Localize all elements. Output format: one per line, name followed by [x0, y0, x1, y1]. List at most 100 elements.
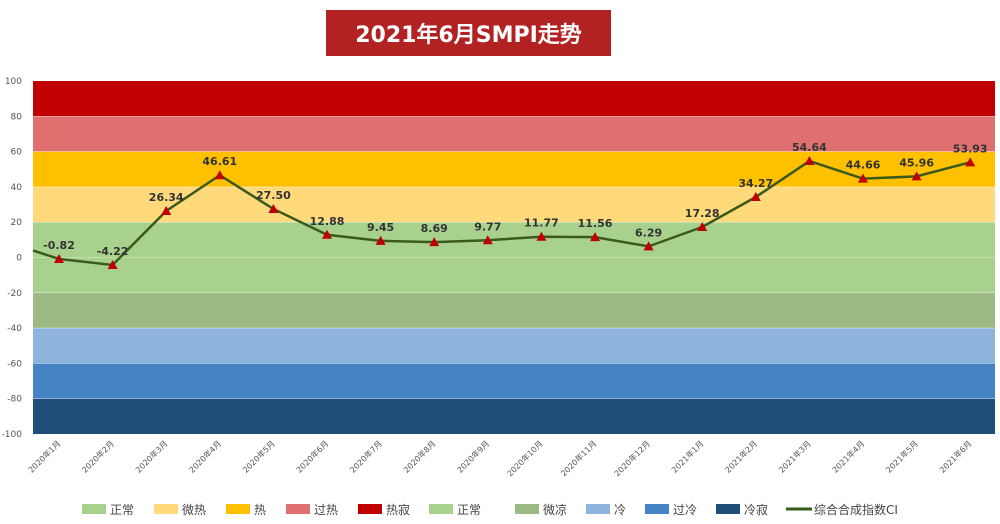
band-过冷: [33, 363, 995, 399]
x-tick-label: 2020年5月: [240, 438, 276, 474]
y-tick-label: 40: [11, 183, 23, 193]
x-tick-label: 2021年5月: [884, 438, 920, 474]
data-point: [643, 241, 654, 251]
legend-swatch: [154, 504, 178, 514]
legend-label: 综合合成指数CI: [814, 502, 898, 517]
x-tick-label: 2020年1月: [26, 438, 62, 474]
x-tick-label: 2020年9月: [455, 438, 491, 474]
band-正常: [33, 222, 995, 258]
legend-swatch: [82, 504, 106, 514]
data-point: [161, 206, 172, 216]
y-axis: 100 80 60 40 20 0 -20 -40 -60 -80 -100: [2, 77, 23, 440]
legend-swatch: [515, 504, 539, 514]
legend-swatch: [286, 504, 310, 514]
data-label: 6.29: [635, 226, 662, 239]
data-point: [322, 229, 332, 239]
data-label: 17.28: [685, 207, 720, 220]
legend-swatch: [226, 504, 250, 514]
y-tick-label: 0: [16, 254, 22, 264]
x-tick-label: 2020年10月: [505, 438, 545, 478]
band-过热: [33, 116, 995, 152]
data-label: 27.50: [256, 189, 291, 202]
data-label: 53.93: [953, 142, 988, 155]
chart-bands: [33, 81, 995, 434]
legend-swatch: [645, 504, 669, 514]
x-tick-label: 2020年2月: [80, 438, 116, 474]
band-冷: [33, 328, 995, 364]
legend-label: 微凉: [543, 502, 567, 517]
legend-swatch: [716, 504, 740, 514]
y-tick-label: 80: [11, 112, 23, 122]
data-label: 46.61: [202, 155, 237, 168]
x-tick-label: 2020年3月: [133, 438, 169, 474]
y-tick-label: -20: [7, 289, 22, 299]
data-point: [536, 231, 547, 241]
series-line: [32, 156, 976, 269]
legend-label: 过热: [314, 503, 338, 517]
x-tick-label: 2021年6月: [937, 438, 973, 474]
band-冷寂: [33, 398, 995, 434]
data-point: [375, 235, 386, 245]
data-point: [214, 170, 225, 180]
x-tick-label: 2020年7月: [348, 438, 384, 474]
data-point: [107, 259, 118, 269]
data-point: [911, 171, 922, 181]
x-tick-label: 2020年6月: [294, 438, 330, 474]
legend: 正常 微热 热 过热 热寂 正常 微凉 冷 过冷 冷寂 综合合成指数CI: [82, 502, 898, 517]
data-point: [54, 253, 64, 263]
data-label: 9.77: [474, 220, 501, 233]
data-label: 54.64: [792, 141, 827, 154]
data-point: [858, 173, 868, 183]
y-tick-label: -80: [7, 395, 22, 405]
chart-title: 2021年6月SMPI走势: [326, 10, 611, 56]
legend-swatch: [586, 504, 610, 514]
data-label: 26.34: [149, 191, 184, 204]
x-tick-label: 2020年4月: [187, 438, 223, 474]
x-tick-label: 2020年12月: [612, 438, 652, 478]
x-tick-label: 2020年11月: [558, 438, 598, 478]
data-label: 8.69: [421, 222, 448, 235]
x-axis: 2020年1月 2020年2月 2020年3月 2020年4月 2020年5月 2020年…: [26, 438, 974, 478]
y-tick-label: 60: [11, 148, 23, 158]
data-point: [268, 203, 279, 213]
y-tick-label: -40: [7, 324, 22, 334]
data-label: -0.82: [43, 239, 75, 252]
data-labels: -0.82 -4.22 26.34 46.61 27.50 12.88 9.45 8.69 9.…: [43, 141, 987, 258]
data-label: 34.27: [738, 177, 773, 190]
data-label: 9.45: [367, 221, 394, 234]
data-label: 11.77: [524, 217, 559, 230]
data-label: 12.88: [310, 215, 345, 228]
y-tick-label: 20: [11, 218, 23, 228]
legend-label: 过冷: [673, 503, 697, 517]
x-tick-label: 2021年1月: [669, 438, 705, 474]
band-微凉: [33, 292, 995, 329]
x-tick-label: 2020年8月: [401, 438, 437, 474]
x-tick-label: 2021年4月: [830, 438, 866, 474]
data-label: -4.22: [97, 245, 129, 258]
data-point: [750, 192, 761, 202]
legend-label: 正常: [457, 503, 481, 517]
x-tick-label: 2021年2月: [723, 438, 759, 474]
legend-label: 热寂: [386, 502, 410, 517]
y-tick-label: -100: [2, 430, 23, 440]
legend-label: 微热: [182, 503, 206, 517]
data-point: [697, 222, 708, 232]
band-热寂: [33, 81, 995, 117]
data-label: 45.96: [899, 156, 934, 169]
legend-swatch: [429, 504, 453, 514]
data-label: 44.66: [846, 159, 881, 172]
x-tick-label: 2021年3月: [776, 438, 812, 474]
data-point: [590, 232, 600, 242]
data-point: [804, 156, 815, 166]
legend-label: 正常: [110, 503, 134, 517]
legend-label: 冷寂: [744, 502, 768, 517]
data-label: 11.56: [578, 217, 613, 230]
data-point: [965, 157, 976, 167]
legend-label: 冷: [614, 503, 626, 517]
legend-swatch: [358, 504, 382, 514]
legend-label: 热: [254, 503, 266, 517]
data-point: [482, 235, 493, 245]
data-point: [429, 237, 440, 247]
band-正常: [33, 257, 995, 293]
